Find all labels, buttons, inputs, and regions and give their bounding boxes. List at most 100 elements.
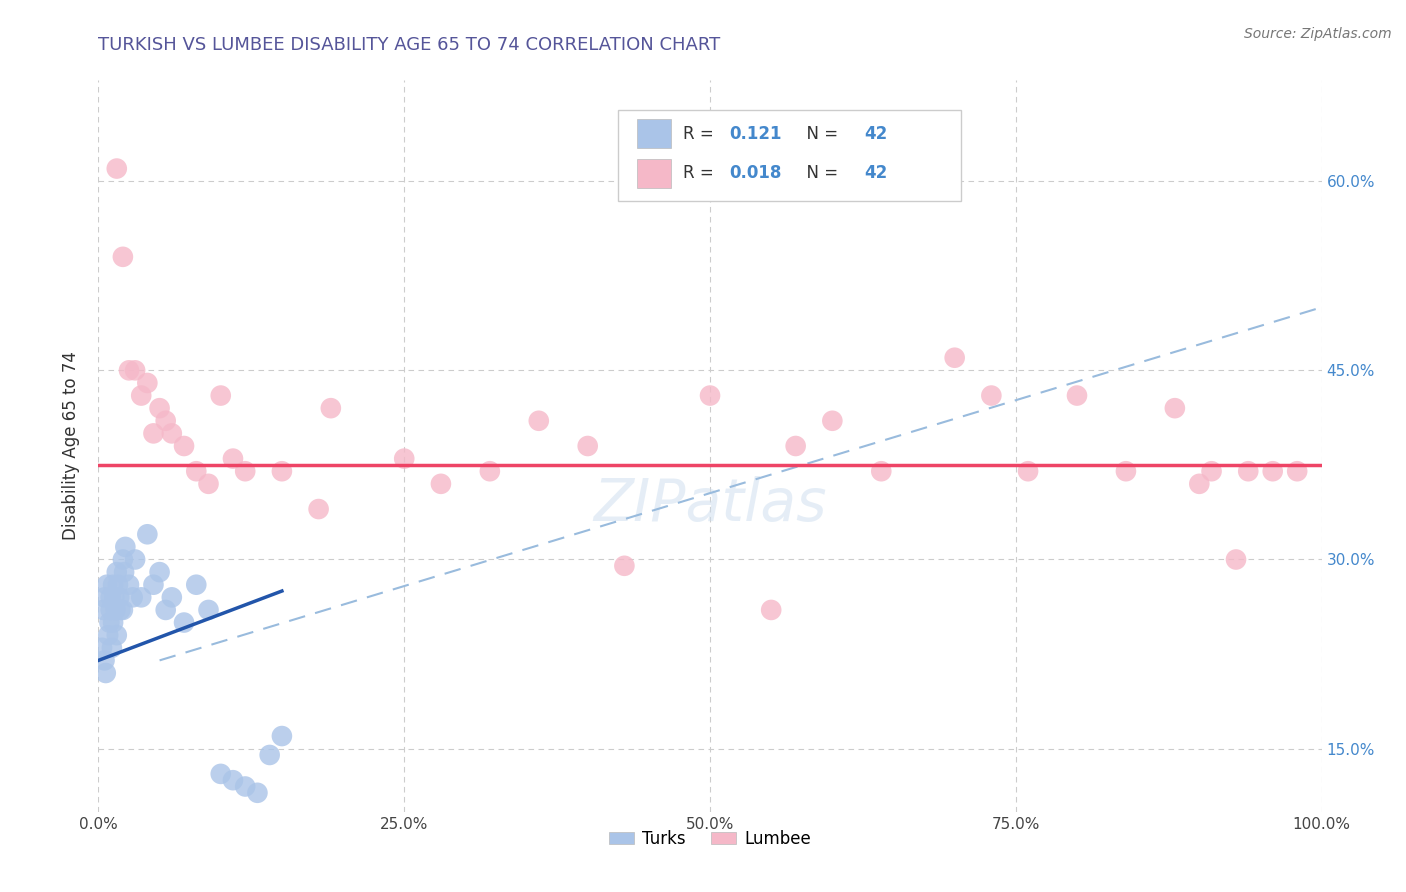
Y-axis label: Disability Age 65 to 74: Disability Age 65 to 74 xyxy=(62,351,80,541)
Point xyxy=(93,591,115,605)
Point xyxy=(186,464,208,478)
Point xyxy=(1261,464,1284,478)
Point xyxy=(108,591,131,605)
Point xyxy=(761,603,783,617)
Point xyxy=(118,363,141,377)
Point xyxy=(308,502,330,516)
Point xyxy=(121,591,143,605)
Point xyxy=(91,603,114,617)
FancyBboxPatch shape xyxy=(637,159,671,188)
Point xyxy=(197,476,219,491)
Point xyxy=(270,464,294,478)
Point xyxy=(105,565,128,579)
Point xyxy=(821,414,844,428)
Point xyxy=(160,426,183,441)
Point xyxy=(93,653,115,667)
Point xyxy=(129,388,152,402)
Point xyxy=(197,603,219,617)
Point xyxy=(270,729,294,743)
Point xyxy=(1164,401,1187,416)
Point xyxy=(149,565,172,579)
Point xyxy=(222,773,245,788)
FancyBboxPatch shape xyxy=(637,119,671,148)
Point xyxy=(129,591,152,605)
Text: N =: N = xyxy=(796,164,844,182)
Point xyxy=(870,464,893,478)
Point xyxy=(1017,464,1039,478)
Text: ZIPatlas: ZIPatlas xyxy=(593,476,827,533)
Point xyxy=(233,464,256,478)
Point xyxy=(118,578,141,592)
Point xyxy=(112,565,135,579)
Text: 0.121: 0.121 xyxy=(730,125,782,143)
Point xyxy=(111,250,134,264)
Point xyxy=(392,451,416,466)
Text: 42: 42 xyxy=(865,164,887,182)
Point xyxy=(246,786,269,800)
Point xyxy=(173,439,195,453)
Point xyxy=(105,628,128,642)
Point xyxy=(94,665,117,680)
Point xyxy=(222,451,245,466)
Point xyxy=(1066,388,1088,402)
Text: N =: N = xyxy=(796,125,844,143)
Point xyxy=(101,615,124,630)
Point xyxy=(114,540,136,554)
Point xyxy=(173,615,195,630)
Point xyxy=(142,426,165,441)
Point xyxy=(233,780,256,794)
Point xyxy=(111,603,134,617)
Point xyxy=(160,591,183,605)
Point xyxy=(136,527,159,541)
Text: Source: ZipAtlas.com: Source: ZipAtlas.com xyxy=(1244,27,1392,41)
FancyBboxPatch shape xyxy=(619,110,960,201)
Point xyxy=(91,640,114,655)
Point xyxy=(149,401,172,416)
Point xyxy=(430,476,453,491)
Legend: Turks, Lumbee: Turks, Lumbee xyxy=(602,823,818,855)
Point xyxy=(105,161,128,176)
Point xyxy=(124,552,146,566)
Point xyxy=(319,401,342,416)
Point xyxy=(101,578,124,592)
Point xyxy=(1237,464,1260,478)
Point xyxy=(527,414,550,428)
Point xyxy=(699,388,721,402)
Point xyxy=(103,591,125,605)
Point xyxy=(259,747,281,762)
Point xyxy=(186,578,208,592)
Point xyxy=(1115,464,1137,478)
Point xyxy=(576,439,599,453)
Point xyxy=(96,578,118,592)
Point xyxy=(209,767,232,781)
Point xyxy=(155,414,177,428)
Point xyxy=(613,558,636,573)
Point xyxy=(478,464,501,478)
Text: R =: R = xyxy=(683,164,718,182)
Text: 42: 42 xyxy=(865,125,887,143)
Point xyxy=(100,591,122,605)
Text: R =: R = xyxy=(683,125,718,143)
Point xyxy=(1286,464,1309,478)
Point xyxy=(943,351,966,365)
Point xyxy=(142,578,165,592)
Point xyxy=(136,376,159,390)
Point xyxy=(107,578,129,592)
Text: TURKISH VS LUMBEE DISABILITY AGE 65 TO 74 CORRELATION CHART: TURKISH VS LUMBEE DISABILITY AGE 65 TO 7… xyxy=(98,36,721,54)
Text: 0.018: 0.018 xyxy=(730,164,782,182)
Point xyxy=(111,552,134,566)
Point xyxy=(98,615,121,630)
Point xyxy=(155,603,177,617)
Point xyxy=(101,640,124,655)
Point xyxy=(104,603,127,617)
Point xyxy=(980,388,1002,402)
Point xyxy=(785,439,807,453)
Point xyxy=(110,603,132,617)
Point xyxy=(1201,464,1223,478)
Point xyxy=(100,603,122,617)
Point xyxy=(124,363,146,377)
Point xyxy=(209,388,232,402)
Point xyxy=(97,628,120,642)
Point xyxy=(1188,476,1211,491)
Point xyxy=(1225,552,1247,566)
